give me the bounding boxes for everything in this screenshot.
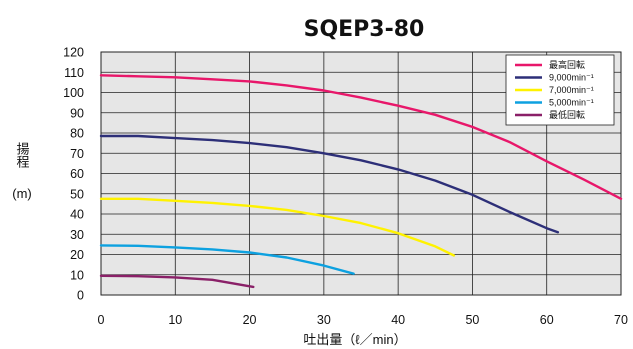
chart-title: SQEP3-80 [304,17,425,42]
y-tick-label: 30 [70,228,84,242]
y-tick-label: 80 [70,127,84,141]
series-line [99,74,623,201]
y-tick-label: 70 [70,147,84,161]
y-tick-label: 40 [70,208,84,222]
x-tick-label: 60 [540,313,554,327]
legend-label: 最高回転 [549,59,585,70]
x-axis-label: 吐出量（ℓ／min） [303,332,406,347]
y-axis-label: 揚程 [15,141,30,169]
y-tick-label: 100 [63,86,84,100]
y-tick-label: 60 [70,167,84,181]
y-tick-labels: 0 10 20 30 40 50 60 70 80 90 100 110 120 [63,46,84,303]
x-tick-label: 10 [168,313,182,327]
y-axis-unit: (m) [12,186,32,201]
x-tick-label: 30 [317,313,331,327]
y-tick-label: 20 [70,248,84,262]
y-tick-label: 90 [70,106,84,120]
series-line [99,274,255,289]
legend-label: 9,000min⁻¹ [549,73,594,83]
x-tick-labels: 0 10 20 30 40 50 60 70 [98,313,628,327]
series-line [99,197,456,257]
y-tick-label: 110 [64,66,84,80]
series-line [99,134,560,234]
y-tick-label: 10 [70,268,84,282]
x-tick-label: 20 [243,313,257,327]
legend-label: 5,000min⁻¹ [549,98,594,108]
series-line [99,244,355,275]
x-tick-label: 50 [465,313,479,327]
y-tick-label: 50 [70,187,84,201]
grid-lines [101,52,621,295]
legend-label: 7,000min⁻¹ [549,85,594,95]
x-tick-label: 0 [98,313,105,327]
y-tick-label: 0 [77,289,84,303]
y-tick-label: 120 [63,46,84,60]
legend-label: 最低回転 [549,109,585,120]
series-lines [99,74,623,289]
x-tick-label: 70 [614,313,628,327]
x-tick-label: 40 [391,313,405,327]
